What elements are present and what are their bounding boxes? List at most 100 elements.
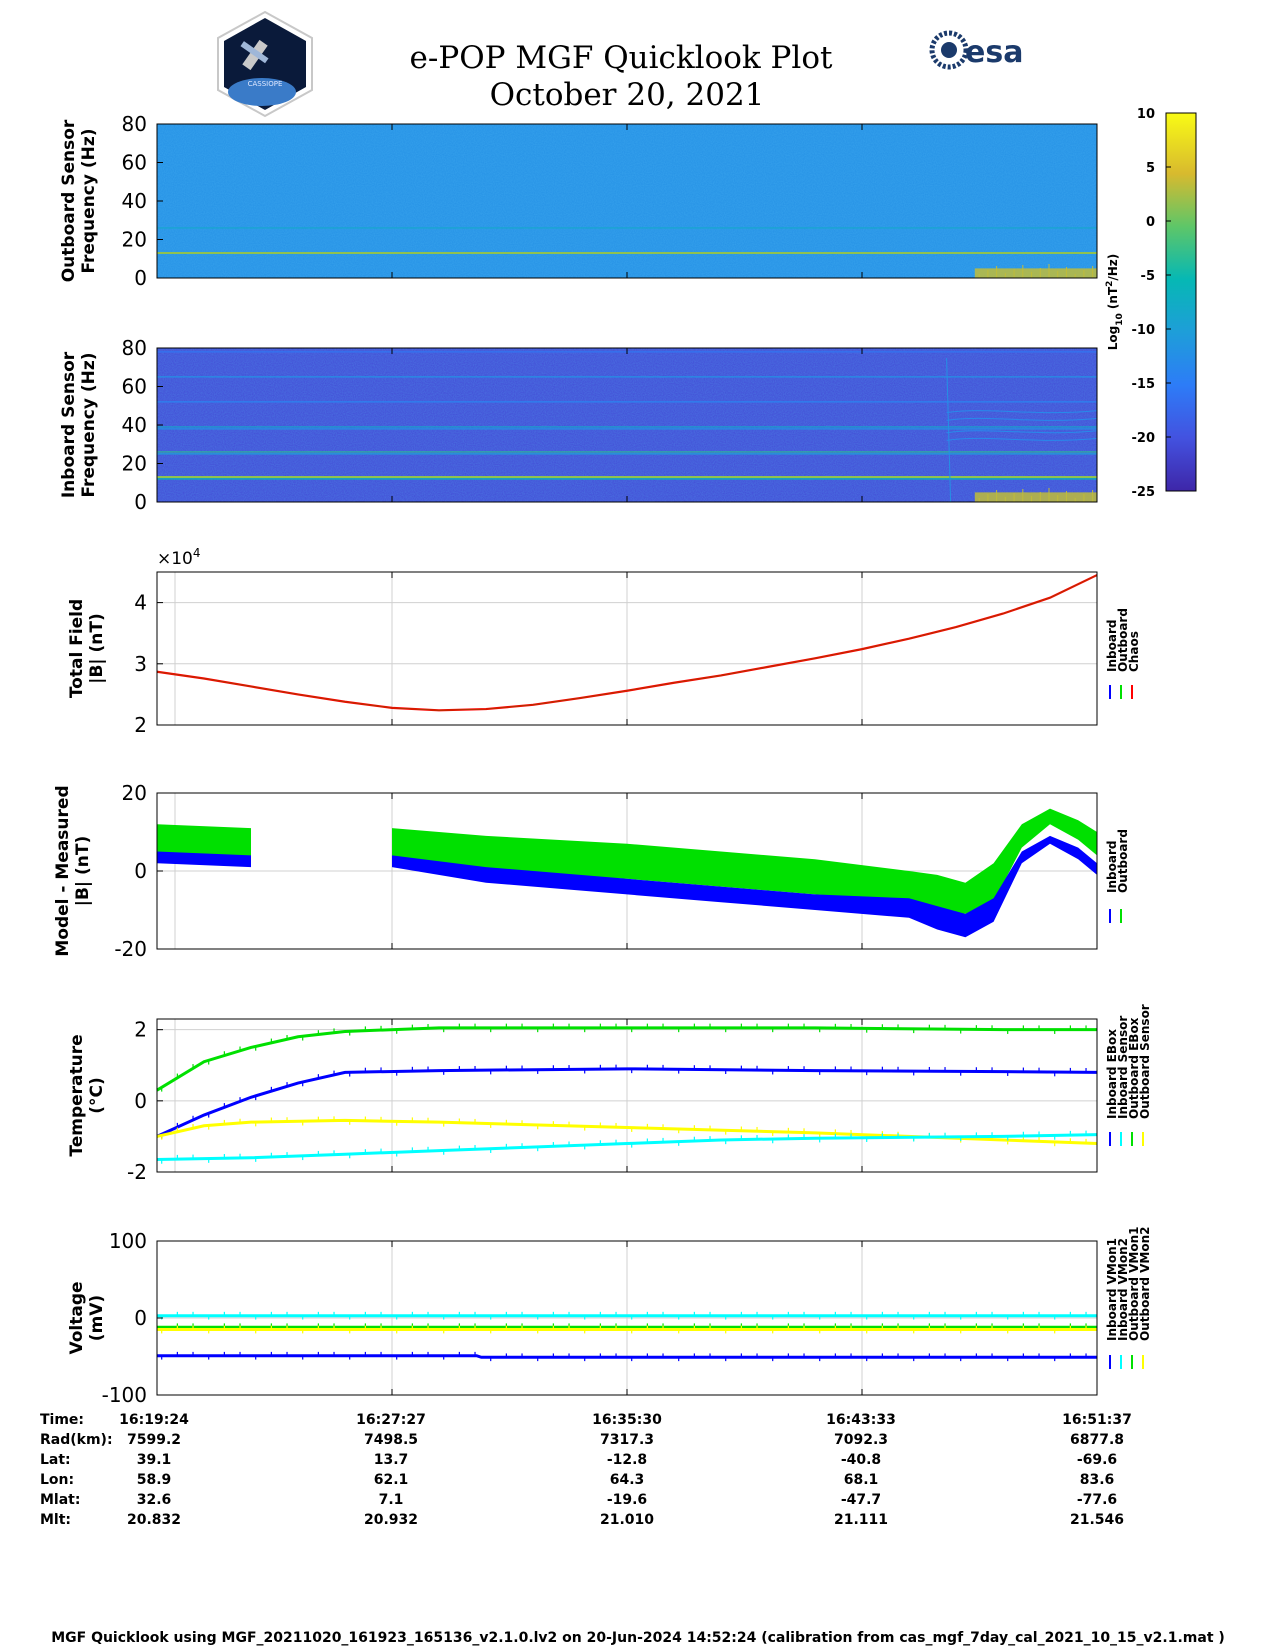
legend-label: Inboard: [1105, 620, 1119, 672]
legend-label: Outboard VMon1: [1127, 1227, 1141, 1341]
colorbar-tick-label: 10: [1137, 107, 1155, 122]
y-tick-label: 20: [122, 452, 147, 476]
ephemeris-row-label: Lat:: [40, 1452, 71, 1468]
colorbar-tick-label: 5: [1146, 161, 1155, 176]
y-axis-label-line1: Outboard Sensor: [59, 119, 79, 282]
ephemeris-table: Time: 16:19:24 16:27:27 16:35:30 16:43:33 16:…: [40, 1412, 1132, 1528]
y-axis-label-line1: Temperature: [67, 1034, 87, 1156]
y-tick-label: 100: [109, 1229, 147, 1253]
ephemeris-value: 83.6: [1080, 1472, 1115, 1488]
series-band-outboard: [392, 808, 1097, 914]
y-tick-label: 80: [122, 336, 147, 360]
y-tick-label: 60: [122, 151, 147, 175]
y-tick-label: -2: [127, 1160, 147, 1184]
ephemeris-value: 16:27:27: [356, 1412, 426, 1428]
disturbance-trace: [946, 437, 1098, 441]
footer-caption: MGF Quicklook using MGF_20211020_161923_…: [51, 1630, 1225, 1646]
y-tick-label: -20: [114, 937, 147, 961]
disturbance-trace: [946, 430, 1098, 434]
y-tick-label: 20: [122, 228, 147, 252]
ephemeris-value: 16:51:37: [1062, 1412, 1132, 1428]
page-title: e-POP MGF Quicklook Plot: [410, 40, 833, 76]
y-axis-label-line2: |B| (nT): [73, 836, 93, 907]
ephemeris-value: 32.6: [137, 1492, 172, 1508]
ephemeris-value: 7317.3: [600, 1432, 654, 1448]
series-line-inboard-vmon1: [157, 1354, 1097, 1359]
ephemeris-value: -77.6: [1077, 1492, 1117, 1508]
ephemeris-value: 62.1: [374, 1472, 409, 1488]
y-tick-label: 4: [134, 591, 147, 615]
y-axis-label-line1: Total Field: [67, 599, 87, 698]
legend-label: Chaos: [1127, 631, 1141, 672]
legend-label: Outboard EBox: [1127, 1017, 1141, 1119]
colorbar-tick-label: -20: [1132, 431, 1156, 446]
ephemeris-value: 58.9: [137, 1472, 172, 1488]
colorbar-tick-label: -10: [1132, 323, 1156, 338]
ephemeris-value: 39.1: [137, 1452, 172, 1468]
ephemeris-value: 13.7: [374, 1452, 409, 1468]
svg-text:CASSIOPE: CASSIOPE: [248, 80, 283, 88]
y-axis-label-line2: |B| (nT): [87, 613, 107, 684]
y-axis-label-line1: Model - Measured: [53, 785, 73, 956]
low-frequency-activity: [974, 268, 1097, 278]
colorbar-tick-label: -25: [1132, 485, 1156, 500]
svg-text:esa: esa: [965, 35, 1023, 70]
y-axis-label-line2: Frequency (Hz): [79, 128, 99, 273]
ephemeris-value: 6877.8: [1070, 1432, 1124, 1448]
y-tick-label: 0: [134, 1306, 147, 1330]
ephemeris-value: 7092.3: [834, 1432, 888, 1448]
panel-3: Total Field |B| (nT) ×104 InboardOutboardCh…: [67, 546, 1141, 737]
ephemeris-value: -47.7: [841, 1492, 881, 1508]
series-line-outboard-ebox: [156, 1026, 1097, 1092]
y-axis-label-line2: Frequency (Hz): [79, 352, 99, 497]
ephemeris-value: 68.1: [844, 1472, 879, 1488]
ephemeris-row-label: Mlt:: [40, 1512, 71, 1528]
legend-label: Inboard VMon2: [1116, 1238, 1130, 1341]
spectrogram-noise: [157, 124, 1097, 278]
y-tick-label: 2: [134, 713, 147, 737]
ephemeris-value: 20.832: [127, 1512, 181, 1528]
y-tick-label: 0: [134, 859, 147, 883]
disturbance-trace: [946, 410, 1098, 414]
ephemeris-value: 7.1: [379, 1492, 404, 1508]
ephemeris-value: 16:35:30: [592, 1412, 662, 1428]
ephemeris-value: 16:43:33: [826, 1412, 896, 1428]
y-axis-label-line2: (mV): [87, 1295, 107, 1341]
esa-logo: esa: [929, 30, 1023, 70]
panel-1: Outboard Sensor Frequency (Hz) 80 60 40 20 0: [59, 112, 1098, 290]
y-axis-label-line1: Voltage: [67, 1281, 87, 1354]
y-tick-label: 0: [134, 1089, 147, 1113]
ephemeris-value: 7498.5: [364, 1432, 418, 1448]
page-date: October 20, 2021: [490, 77, 765, 113]
legend-label: Outboard VMon2: [1138, 1227, 1152, 1341]
ephemeris-value: 21.546: [1070, 1512, 1124, 1528]
series-line-inboard-ebox: [156, 1067, 1098, 1138]
y-tick-label: 80: [122, 112, 147, 136]
y-axis-label-line2: (°C): [87, 1077, 107, 1114]
colorbar: 10 5 0 -5 -10 -15 -20 -25 Log10 (nT2/Hz): [1105, 107, 1197, 500]
ephemeris-value: -69.6: [1077, 1452, 1117, 1468]
legend-label: Inboard: [1105, 841, 1119, 893]
colorbar-tick-label: -15: [1132, 377, 1156, 392]
y-tick-label: 0: [134, 266, 147, 290]
colorbar-tick-label: 0: [1146, 215, 1155, 230]
y-tick-label: 40: [122, 189, 147, 213]
y-tick-label: 3: [134, 652, 147, 676]
colorbar-tick-label: -5: [1141, 269, 1155, 284]
ephemeris-row-label: Mlat:: [40, 1492, 80, 1508]
ephemeris-row-label: Lon:: [40, 1472, 74, 1488]
ephemeris-value: 7599.2: [127, 1432, 181, 1448]
legend-label: Outboard Sensor: [1138, 1004, 1152, 1119]
legend-label: Outboard: [1116, 608, 1130, 672]
legend-label: Outboard: [1116, 829, 1130, 893]
series-line-overlay: [156, 574, 1098, 711]
panel-2: Inboard Sensor Frequency (Hz) 80 60 40 20 0: [59, 336, 1098, 514]
ephemeris-value: -12.8: [607, 1452, 647, 1468]
y-tick-label: -100: [102, 1383, 147, 1407]
ephemeris-value: -19.6: [607, 1492, 647, 1508]
y-tick-label: 20: [122, 781, 147, 805]
